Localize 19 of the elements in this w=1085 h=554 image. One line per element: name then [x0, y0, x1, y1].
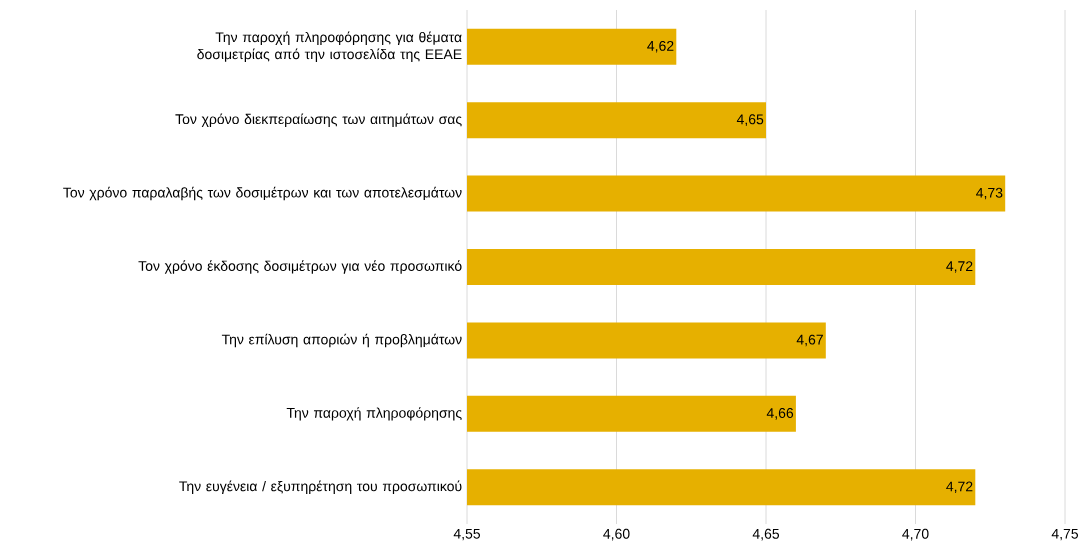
- x-tick-label: 4,55: [453, 528, 481, 541]
- x-tick-label: 4,60: [603, 528, 630, 541]
- x-tick-label: 4,70: [902, 528, 929, 541]
- x-tick-label: 4,65: [752, 528, 780, 541]
- data-label: 4,65: [736, 114, 764, 126]
- data-label: 4,66: [766, 408, 794, 420]
- y-tick-label: Την ευγένεια / εξυπηρέτηση του προσωπικού: [179, 480, 462, 495]
- y-tick-label: Τον χρόνο έκδοσης δοσιμέτρων για νέο προσωπικό: [138, 260, 462, 274]
- data-label: 4,72: [946, 481, 973, 494]
- y-tick-label: Τον χρόνο διεκπεραίωσης των αιτημάτων σας: [175, 113, 462, 127]
- y-tick-label: Τον χρόνο παραλαβής των δοσιμέτρων και των αποτελεσμάτων: [63, 186, 462, 201]
- y-tick-label: Την παροχή πληροφόρησης: [286, 407, 462, 421]
- data-label: 4,62: [647, 40, 674, 53]
- data-label: 4,73: [976, 187, 1003, 200]
- x-tick-label: 4,75: [1051, 528, 1079, 541]
- y-tick-label: Την επίλυση αποριών ή προβλημάτων: [221, 333, 462, 348]
- data-label: 4,67: [796, 334, 823, 347]
- data-label: 4,72: [946, 261, 973, 273]
- y-tick-label: Την παροχή πληροφόρησης για θέματα δοσιμετρίας από την ιστοσελίδα της ΕΕΑΕ: [197, 31, 462, 62]
